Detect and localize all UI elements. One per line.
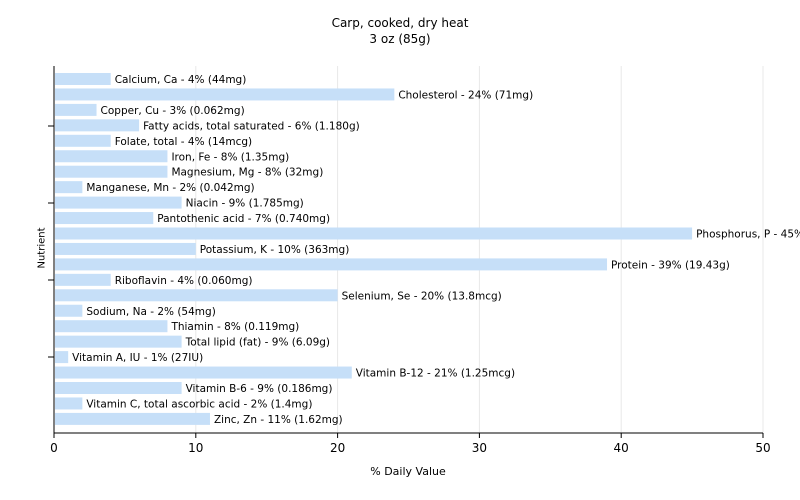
bar <box>55 335 182 348</box>
bar-data-label: Vitamin A, IU - 1% (27IU) <box>72 352 203 364</box>
bar-data-label: Protein - 39% (19.43g) <box>611 259 730 271</box>
bar-data-label: Copper, Cu - 3% (0.062mg) <box>101 105 245 117</box>
bar-data-label: Zinc, Zn - 11% (1.62mg) <box>214 414 343 426</box>
x-tick-label: 40 <box>614 441 629 455</box>
bar <box>55 181 83 194</box>
y-axis-label: Nutrient <box>36 227 48 269</box>
bar-data-label: Vitamin B-6 - 9% (0.186mg) <box>186 383 333 395</box>
bar <box>55 289 338 302</box>
bar-data-label: Phosphorus, P - 45% (451mg) <box>696 229 800 241</box>
bar <box>55 88 395 101</box>
bar-data-label: Pantothenic acid - 7% (0.740mg) <box>157 213 330 225</box>
bar <box>55 227 693 240</box>
bar <box>55 412 210 425</box>
bar <box>55 351 69 364</box>
x-tick-label: 30 <box>472 441 487 455</box>
bar-data-label: Riboflavin - 4% (0.060mg) <box>115 275 253 287</box>
bar <box>55 212 154 225</box>
bar <box>55 134 111 147</box>
bar-data-label: Vitamin B-12 - 21% (1.25mcg) <box>356 368 515 380</box>
chart-title: Carp, cooked, dry heat <box>331 16 469 30</box>
bar <box>55 273 111 286</box>
bar <box>55 150 168 163</box>
bar <box>55 304 83 317</box>
bar <box>55 258 608 271</box>
bar <box>55 382 182 394</box>
bar <box>55 73 111 85</box>
bar <box>55 242 196 255</box>
bar <box>55 165 168 178</box>
x-tick-label: 50 <box>755 441 770 455</box>
bar-data-label: Thiamin - 8% (0.119mg) <box>170 321 299 333</box>
bar-data-label: Iron, Fe - 8% (1.35mg) <box>171 151 289 163</box>
bar-data-label: Selenium, Se - 20% (13.8mcg) <box>342 290 502 302</box>
bar-data-label: Manganese, Mn - 2% (0.042mg) <box>86 182 254 194</box>
bar <box>55 119 140 132</box>
bar-data-label: Fatty acids, total saturated - 6% (1.180… <box>143 120 360 132</box>
bar-data-label: Calcium, Ca - 4% (44mg) <box>115 74 247 86</box>
bar-data-label: Niacin - 9% (1.785mg) <box>186 198 304 210</box>
bar <box>55 103 97 116</box>
chart-subtitle: 3 oz (85g) <box>369 32 431 46</box>
bar-data-label: Cholesterol - 24% (71mg) <box>398 89 533 101</box>
x-axis-label: % Daily Value <box>370 465 446 478</box>
bar <box>55 366 352 379</box>
bar-data-label: Potassium, K - 10% (363mg) <box>200 244 350 256</box>
bar-data-label: Folate, total - 4% (14mcg) <box>115 136 252 148</box>
x-tick-label: 20 <box>330 441 345 455</box>
bar <box>55 196 182 209</box>
x-tick-label: 10 <box>188 441 203 455</box>
bar <box>55 320 168 333</box>
bar-data-label: Vitamin C, total ascorbic acid - 2% (1.4… <box>86 398 312 410</box>
bar-data-label: Magnesium, Mg - 8% (32mg) <box>171 167 323 179</box>
bar <box>55 397 83 410</box>
x-tick-label: 0 <box>50 441 58 455</box>
bar-data-label: Sodium, Na - 2% (54mg) <box>86 306 215 318</box>
bar-data-label: Total lipid (fat) - 9% (6.09g) <box>185 337 330 349</box>
